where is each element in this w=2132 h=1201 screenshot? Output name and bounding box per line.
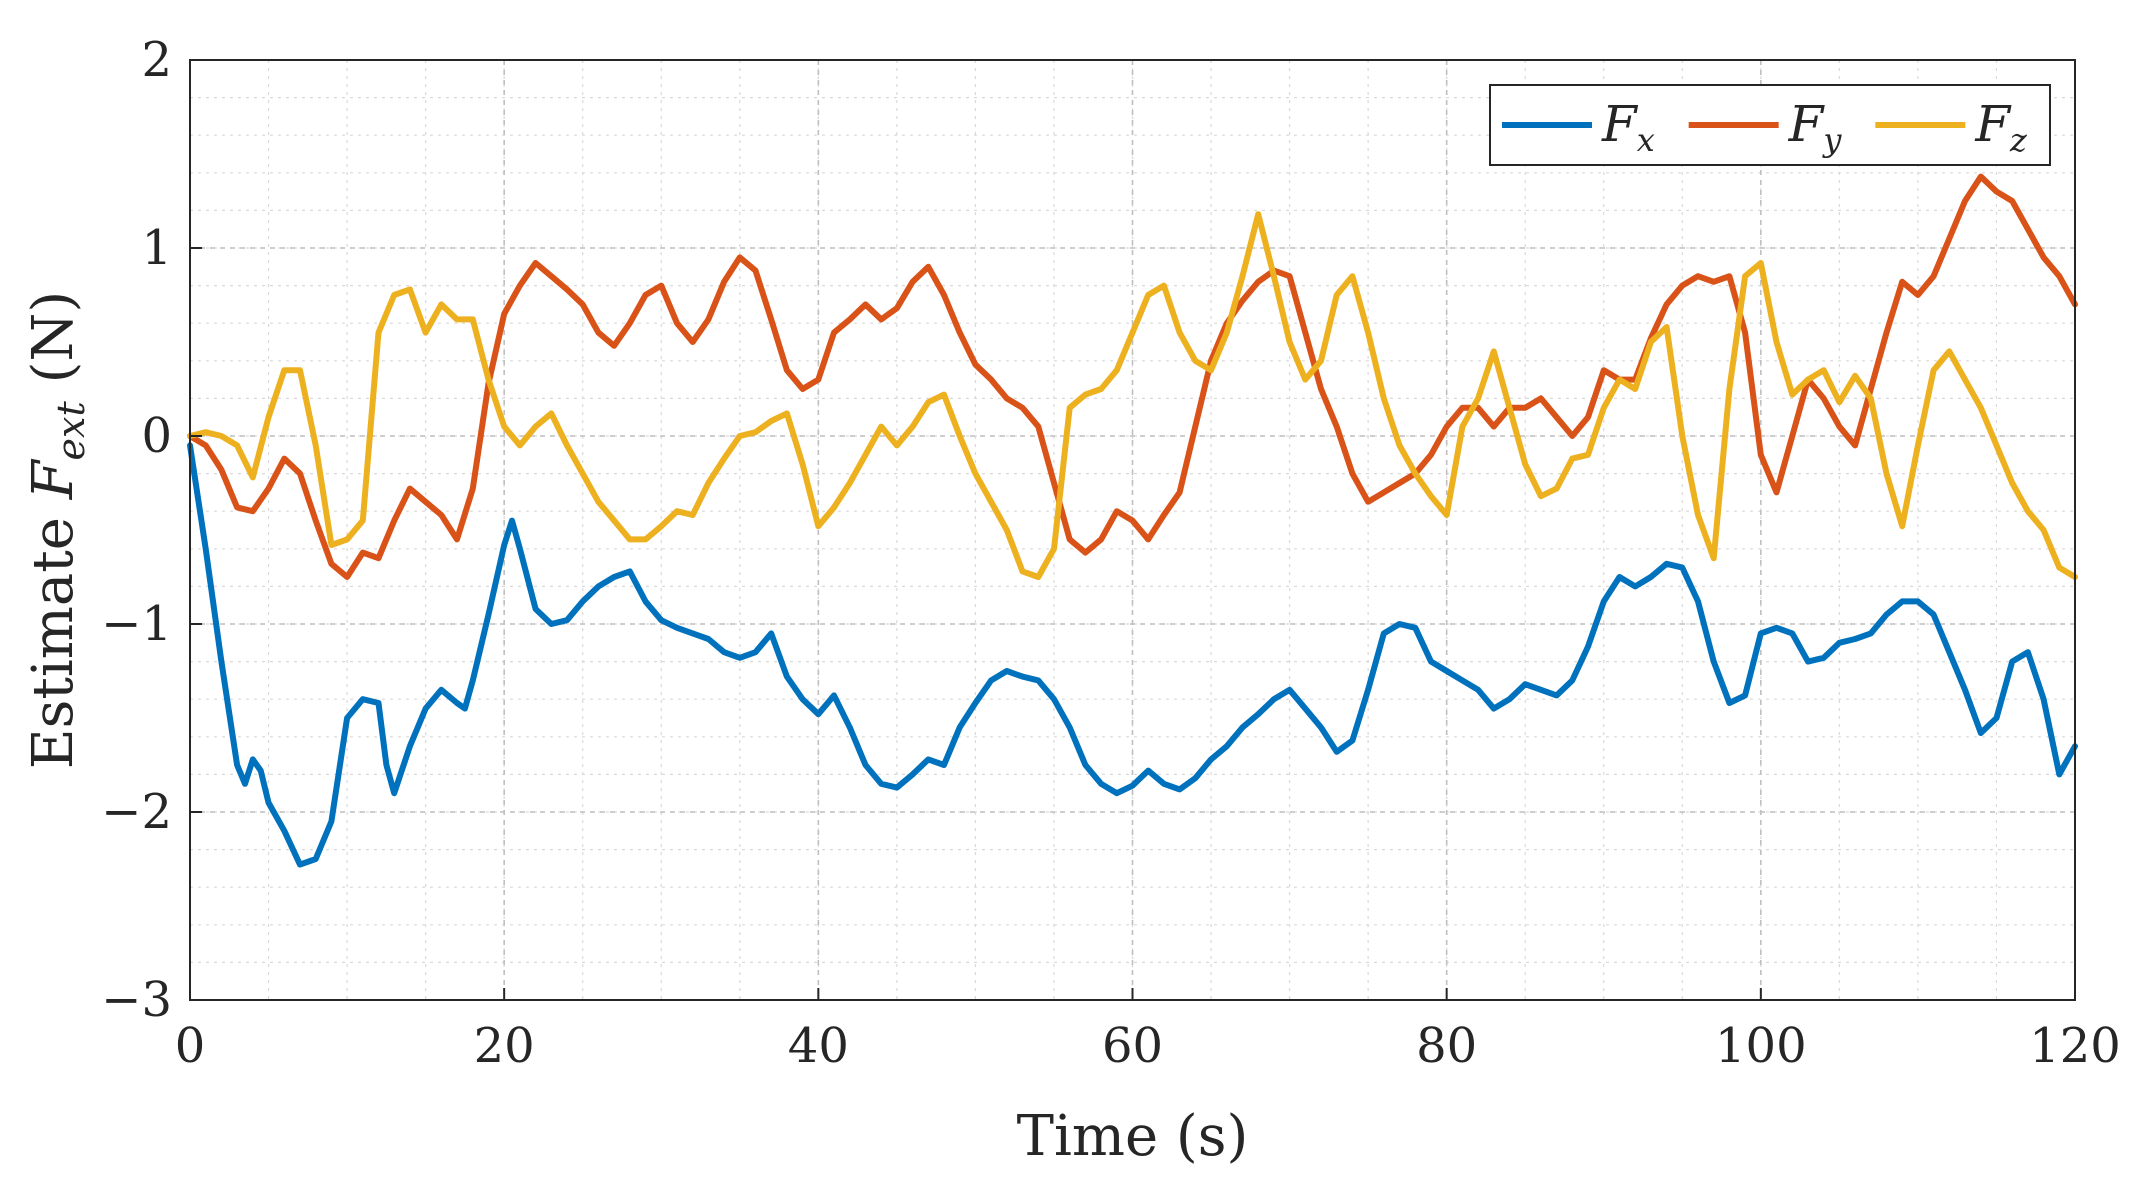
y-tick-label: 2 bbox=[141, 32, 172, 88]
legend-subscript: x bbox=[1637, 121, 1655, 159]
series-lines bbox=[187, 173, 2078, 868]
y-tick-label: −2 bbox=[101, 784, 172, 840]
y-axis-title-suffix: (N) bbox=[21, 291, 86, 402]
x-axis-title: Time (s) bbox=[1017, 1104, 1249, 1169]
ticks: 0 20 40 60 80 100 120 −3 −2 −1 0 1 2 bbox=[101, 32, 2121, 1074]
legend-subscript: z bbox=[2009, 121, 2028, 159]
y-tick-label: −1 bbox=[101, 596, 172, 652]
x-tick-label: 80 bbox=[1416, 1018, 1477, 1074]
grid bbox=[189, 59, 2076, 1001]
series-line-x[interactable] bbox=[187, 442, 2078, 868]
x-tick-label: 20 bbox=[474, 1018, 535, 1074]
legend-label-x: Fx bbox=[1601, 95, 1655, 159]
series-line-y[interactable] bbox=[187, 173, 2078, 580]
legend-subscript: y bbox=[1821, 121, 1842, 159]
legend-symbol: F bbox=[1974, 95, 2012, 153]
y-axis-title-symbol: F bbox=[21, 458, 86, 500]
legend-label-z: Fz bbox=[1974, 95, 2028, 159]
series-line-z[interactable] bbox=[187, 211, 2078, 580]
y-axis-title-subscript: ext bbox=[49, 401, 93, 461]
legend-symbol: F bbox=[1601, 95, 1639, 153]
x-tick-label: 120 bbox=[2029, 1018, 2121, 1074]
legend[interactable]: Fx Fy Fz bbox=[1489, 84, 2051, 166]
x-tick-label: 40 bbox=[788, 1018, 849, 1074]
legend-symbol: F bbox=[1788, 95, 1826, 153]
y-axis-title: Estimate Fext (N) bbox=[21, 291, 93, 770]
y-tick-label: −3 bbox=[101, 972, 172, 1028]
y-tick-label: 1 bbox=[141, 220, 172, 276]
x-tick-label: 100 bbox=[1715, 1018, 1807, 1074]
y-axis-title-prefix: Estimate bbox=[21, 499, 86, 769]
x-tick-label: 60 bbox=[1102, 1018, 1163, 1074]
y-tick-label: 0 bbox=[141, 408, 172, 464]
x-tick-label: 0 bbox=[175, 1018, 206, 1074]
legend-label-y: Fy bbox=[1788, 95, 1843, 159]
